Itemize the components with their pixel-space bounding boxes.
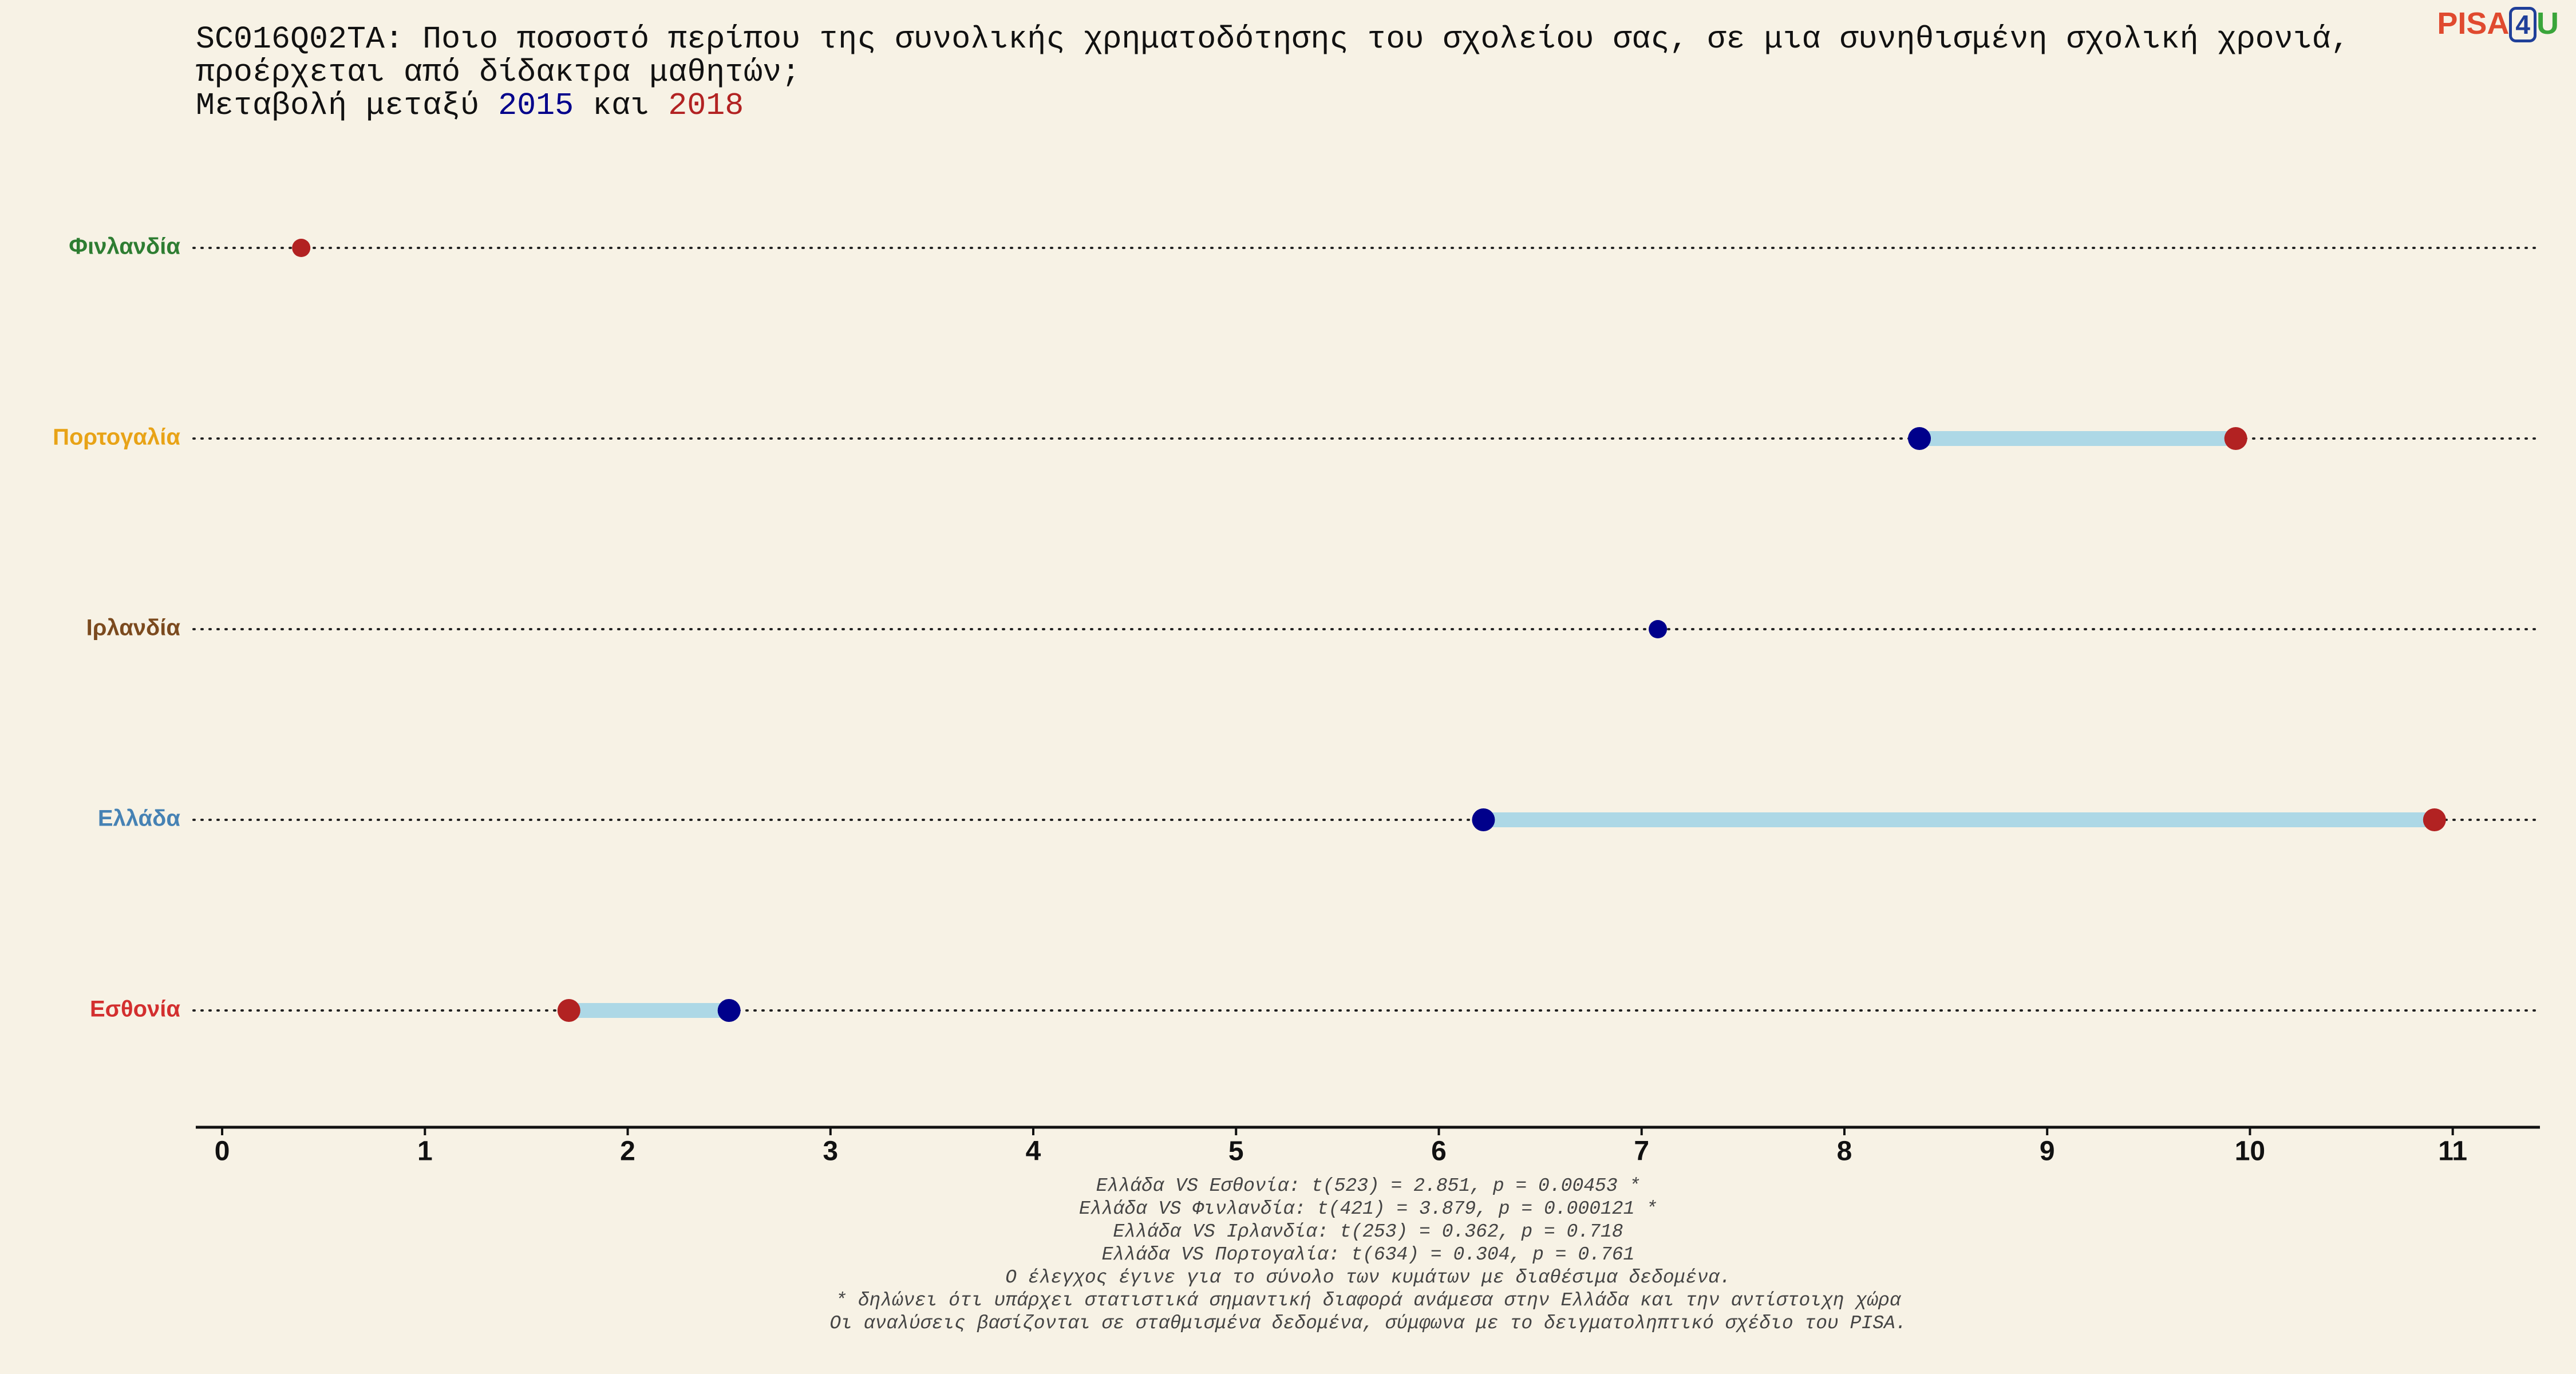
marker: [1908, 427, 1931, 450]
x-tick-label: 2: [620, 1136, 635, 1167]
marker: [557, 999, 580, 1022]
y-tick-label: Ελλάδα: [98, 806, 181, 831]
marker: [1649, 620, 1668, 638]
logo-text: U: [2537, 6, 2559, 41]
logo-box: 4: [2509, 7, 2537, 42]
y-tick-label: Ιρλανδία: [86, 615, 181, 641]
chart: 0 1 2 3 4 5 6 7 8 9 10 11 Φινλανδία Πορτογαλία Ιρλανδί…: [53, 234, 2541, 1167]
legend-entry: 2018: [668, 88, 744, 124]
x-tick-label: 10: [2235, 1136, 2265, 1167]
x-tick-label: 7: [1634, 1136, 1649, 1167]
marker: [2224, 427, 2247, 450]
y-tick-label: Εσθονία: [90, 997, 180, 1022]
chart-subtitle: Μεταβολή μεταξύ 2015 και 2018: [196, 89, 2371, 123]
subtitle-text: και: [592, 88, 650, 124]
chart-title-block: SC016Q02TA: Ποιο ποσοστό περίπου της συν…: [196, 23, 2371, 123]
x-tick-label: 5: [1228, 1136, 1244, 1167]
footnote: Ελλάδα VS Φινλανδία: t(421) = 3.879, p =…: [1079, 1198, 1657, 1219]
x-tick-label: 0: [215, 1136, 230, 1167]
x-tick-label: 11: [2438, 1136, 2467, 1167]
y-tick-label: Πορτογαλία: [53, 425, 180, 450]
footnote: Ελλάδα VS Εσθονία: t(523) = 2.851, p = 0…: [1096, 1175, 1641, 1197]
chart-title: SC016Q02TA: Ποιο ποσοστό περίπου της συν…: [196, 21, 2350, 90]
footnote: Ο έλεγχος έγινε για το σύνολο των κυμάτω…: [1005, 1267, 1731, 1288]
logo-text: PISA: [2437, 6, 2510, 41]
marker: [292, 239, 311, 257]
x-tick-label: 9: [2040, 1136, 2055, 1167]
x-tick-label: 8: [1837, 1136, 1852, 1167]
x-tick-label: 6: [1431, 1136, 1447, 1167]
y-tick-label: Φινλανδία: [69, 234, 180, 259]
marker: [717, 999, 741, 1022]
footnote: Ελλάδα VS Ιρλανδία: t(253) = 0.362, p = …: [1113, 1221, 1623, 1242]
footnote: Ελλάδα VS Πορτογαλία: t(634) = 0.304, p …: [1101, 1244, 1635, 1265]
x-tick-label: 3: [823, 1136, 838, 1167]
x-tick-label: 1: [417, 1136, 433, 1167]
footnote: * δηλώνει ότι υπάρχει στατιστικά σημαντι…: [835, 1290, 1901, 1311]
footnotes: Ελλάδα VS Εσθονία: t(523) = 2.851, p = 0…: [0, 1175, 2576, 1335]
x-tick-label: 4: [1026, 1136, 1041, 1167]
legend-entry: 2015: [498, 88, 574, 124]
marker: [1472, 808, 1495, 831]
subtitle-text: Μεταβολή μεταξύ: [196, 88, 480, 124]
logo: PISA 4 U: [2437, 6, 2559, 42]
marker: [2423, 808, 2446, 831]
footnote: Οι αναλύσεις βασίζονται σε σταθμισμένα δ…: [829, 1313, 1907, 1334]
